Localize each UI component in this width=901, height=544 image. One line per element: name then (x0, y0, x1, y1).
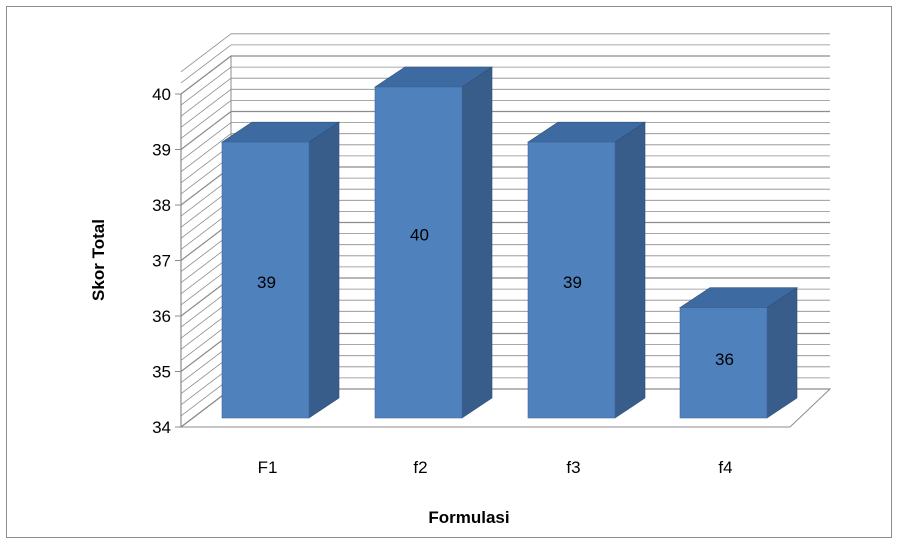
data-label: 39 (257, 273, 276, 292)
bar-front (679, 307, 768, 419)
x-tick-label: f4 (718, 458, 732, 477)
y-tick-label: 34 (152, 418, 171, 437)
side-gridline (180, 122, 232, 161)
side-gridline (180, 133, 232, 173)
bar-side (308, 121, 340, 419)
side-gridline (180, 44, 232, 84)
bar-front (527, 141, 616, 419)
y-tick-label: 36 (152, 307, 171, 326)
labels: 39 F1 40 f2 39 f3 36 f4 (257, 226, 734, 478)
side-gridline (180, 77, 232, 117)
bar (374, 66, 493, 419)
bar-side (766, 287, 798, 419)
bar (527, 121, 646, 419)
y-tick-label: 40 (152, 85, 171, 104)
bars (221, 66, 798, 419)
y-tick-label: 35 (152, 363, 171, 382)
bar-side (461, 66, 493, 419)
data-label: 40 (410, 226, 429, 245)
y-axis-title: Skor Total (89, 219, 108, 301)
bar-front (221, 141, 310, 419)
side-gridline (180, 88, 232, 128)
bar (221, 121, 340, 419)
side-gridline (180, 33, 232, 73)
y-tick-label: 39 (152, 141, 171, 160)
x-tick-label: f2 (413, 458, 427, 477)
side-gridline (180, 55, 232, 95)
y-tick-label: 37 (152, 252, 171, 271)
x-tick-label: F1 (258, 458, 278, 477)
side-gridline (180, 66, 232, 106)
bar (679, 287, 798, 419)
bar-front (374, 86, 463, 419)
data-label: 39 (563, 273, 582, 292)
value-axis: 34 35 36 37 38 39 40 (152, 85, 182, 437)
side-gridline (180, 100, 232, 139)
x-axis-title: Formulasi (428, 508, 509, 527)
data-label: 36 (715, 350, 734, 369)
side-gridline (180, 111, 232, 150)
x-tick-label: f3 (566, 458, 580, 477)
y-tick-label: 38 (152, 196, 171, 215)
bar-side (614, 121, 646, 419)
